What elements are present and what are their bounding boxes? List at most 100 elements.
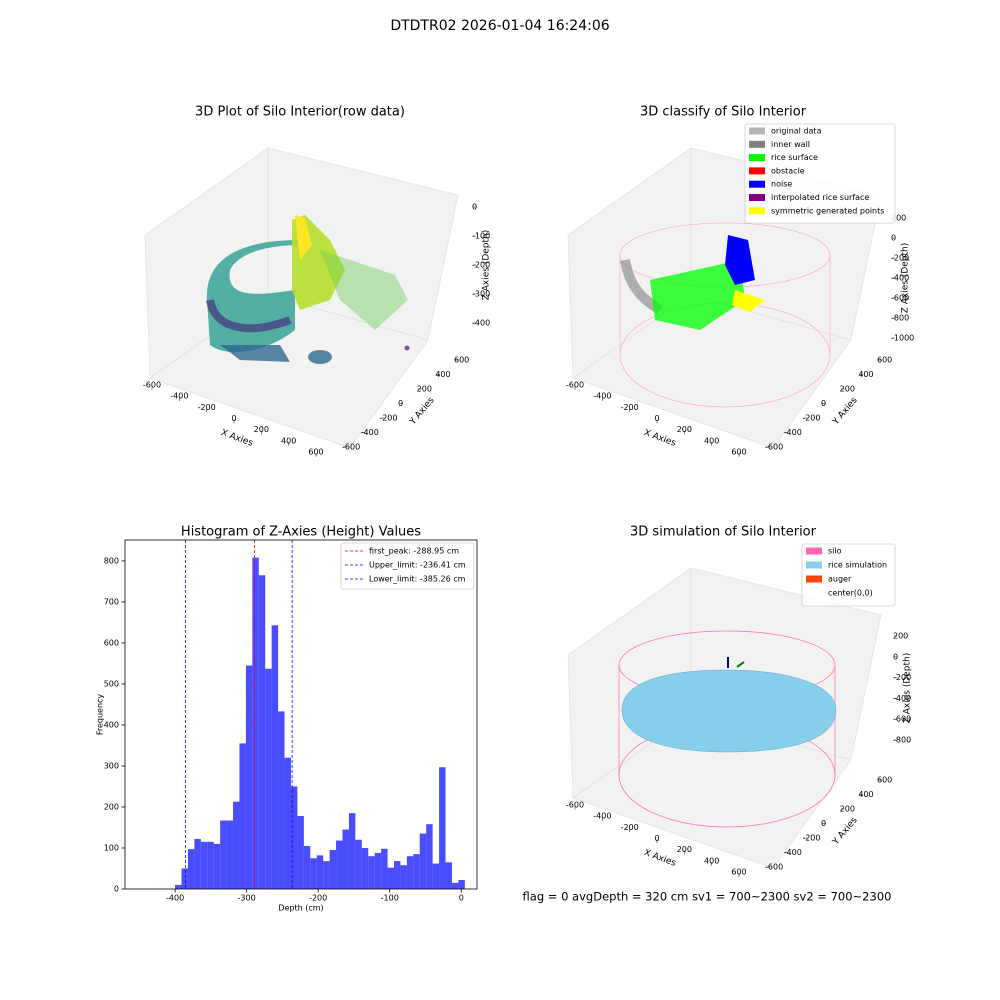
z-tick-label: -400 <box>893 694 911 703</box>
legend-swatch <box>806 561 822 569</box>
x-tick-label: 0 <box>459 894 464 903</box>
bar <box>381 848 388 889</box>
x-tick-label: -600 <box>143 381 161 390</box>
y-axis-label: Y Axies <box>407 395 436 427</box>
legend-swatch <box>749 167 765 175</box>
y-tick-label: 100 <box>104 843 119 852</box>
x-tick-label: -200 <box>309 894 327 903</box>
x-tick-label: 400 <box>704 436 719 445</box>
rice-surface <box>621 669 837 753</box>
bar <box>413 854 420 889</box>
y-tick-label: 200 <box>417 385 432 394</box>
legend-label: center(0,0) <box>828 589 873 598</box>
y-tick-label: -200 <box>802 414 820 423</box>
bar <box>316 855 324 889</box>
y-tick-label: -400 <box>784 428 802 437</box>
bar <box>245 665 253 889</box>
y-tick-label: 600 <box>877 776 892 785</box>
bar <box>265 668 272 889</box>
y-tick-label: 0 <box>821 819 826 828</box>
bar <box>361 847 369 889</box>
y-tick-label: 600 <box>454 356 469 365</box>
cloud <box>404 345 410 351</box>
legend-swatch <box>749 207 765 215</box>
x-tick-label: 600 <box>731 448 746 457</box>
legend-box <box>340 542 475 590</box>
legend-label: rice simulation <box>828 561 887 570</box>
y-tick-label: 0 <box>398 399 403 408</box>
y-tick-label: -600 <box>765 863 783 872</box>
z-axis-label: Z Axies (Depth) <box>903 653 913 724</box>
bar <box>451 882 459 889</box>
bar <box>419 833 427 889</box>
cloud <box>308 350 332 364</box>
y-tick-label: 400 <box>858 790 873 799</box>
bar <box>368 856 375 889</box>
bar <box>226 820 234 889</box>
legend-swatch <box>806 547 822 555</box>
z-tick-label: -400 <box>891 274 909 283</box>
x-tick-label: -400 <box>170 392 188 401</box>
x-tick-label: -600 <box>566 381 584 390</box>
x-tick-label: 600 <box>731 868 746 877</box>
bar <box>194 838 201 889</box>
y-tick-label: 400 <box>858 370 873 379</box>
bar <box>400 865 407 889</box>
x-tick-label: -400 <box>166 894 184 903</box>
z-tick-label: 0 <box>472 203 477 212</box>
bar <box>348 813 356 889</box>
cloud <box>220 345 290 362</box>
bar <box>258 575 266 889</box>
cloud <box>725 235 755 285</box>
x-tick-label: 200 <box>677 845 692 854</box>
x-tick-label: 600 <box>308 448 323 457</box>
x-axis-label: X Axies <box>642 428 677 449</box>
x-axis-label: X Axies <box>219 428 254 449</box>
z-tick-label: -300 <box>472 290 490 299</box>
z-tick-label: -800 <box>893 736 911 745</box>
x-tick-label: 0 <box>654 834 659 843</box>
legend-swatch <box>749 140 765 148</box>
bar <box>310 858 317 889</box>
legend-label: auger <box>828 575 852 584</box>
z-tick-label: -100 <box>472 232 490 241</box>
bar <box>323 861 330 889</box>
bar <box>175 884 182 889</box>
y-tick-label: -600 <box>765 443 783 452</box>
x-tick-label: -200 <box>198 403 216 412</box>
z-tick-label: -200 <box>472 261 490 270</box>
y-tick-label: 400 <box>104 720 119 729</box>
bar <box>278 711 285 889</box>
y-tick-label: -400 <box>361 428 379 437</box>
legend-swatch <box>749 180 765 188</box>
x-tick-label: 400 <box>704 856 719 865</box>
legend-label: Upper_limit: -236.41 cm <box>369 561 466 570</box>
bar <box>355 839 362 889</box>
bar <box>432 863 440 889</box>
z-tick-label: -200 <box>893 673 911 682</box>
y-tick-label: 0 <box>821 399 826 408</box>
x-tick-label: -600 <box>566 801 584 810</box>
bar <box>207 841 214 889</box>
plot-frame <box>124 539 478 890</box>
legend-label: noise <box>771 180 792 189</box>
y-tick-label: 800 <box>104 556 119 565</box>
y-tick-label: 300 <box>104 761 119 770</box>
pane <box>572 294 852 449</box>
chart-title: 3D simulation of Silo Interior <box>630 525 817 540</box>
bar <box>406 856 414 889</box>
z-tick-label: 200 <box>891 214 906 223</box>
cloud <box>320 250 408 330</box>
y-axis-label: Y Axies <box>830 815 859 847</box>
bar <box>329 850 337 889</box>
pane <box>572 714 852 869</box>
z-tick-label: 0 <box>891 234 896 243</box>
simulation <box>618 630 837 828</box>
bar <box>303 845 311 889</box>
bar <box>297 816 304 889</box>
y-axis-label: Y Axies <box>830 395 859 427</box>
x-tick-label: -400 <box>593 392 611 401</box>
bar <box>252 557 259 889</box>
bar <box>439 767 446 889</box>
y-tick-label: 500 <box>104 679 119 688</box>
